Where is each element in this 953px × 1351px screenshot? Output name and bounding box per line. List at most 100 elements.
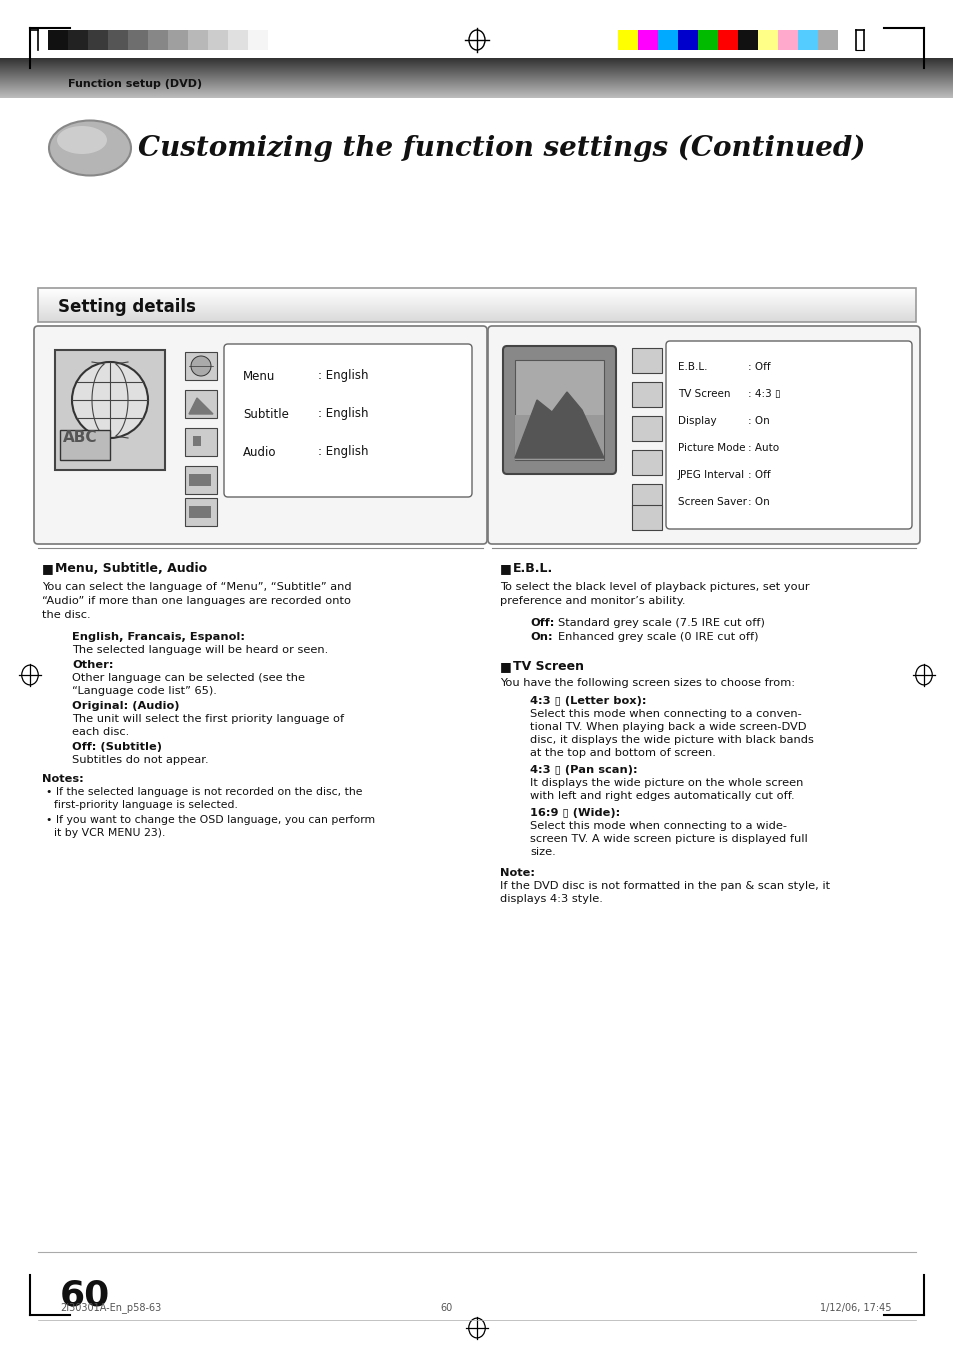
Text: Screen Saver: Screen Saver xyxy=(678,497,746,507)
Bar xyxy=(55,350,165,470)
Text: You can select the language of “Menu”, “Subtitle” and: You can select the language of “Menu”, “… xyxy=(42,582,352,592)
Bar xyxy=(185,499,216,526)
Bar xyxy=(48,30,68,50)
Bar xyxy=(718,30,738,50)
Bar xyxy=(778,30,797,50)
Text: ABC: ABC xyxy=(63,430,97,444)
Text: 4:3 ▯ (Letter box):: 4:3 ▯ (Letter box): xyxy=(530,696,646,707)
Bar xyxy=(189,507,211,517)
Text: : Off: : Off xyxy=(747,470,770,480)
Text: Subtitle: Subtitle xyxy=(243,408,289,420)
Text: Menu: Menu xyxy=(243,370,275,382)
Text: : English: : English xyxy=(317,370,368,382)
Text: with left and right edges automatically cut off.: with left and right edges automatically … xyxy=(530,790,794,801)
Bar xyxy=(38,288,915,322)
Bar xyxy=(148,30,168,50)
Text: 1/12/06, 17:45: 1/12/06, 17:45 xyxy=(820,1302,890,1313)
Bar xyxy=(631,349,661,373)
Polygon shape xyxy=(189,399,213,413)
Bar xyxy=(631,450,661,476)
Text: : English: : English xyxy=(317,408,368,420)
Text: screen TV. A wide screen picture is displayed full: screen TV. A wide screen picture is disp… xyxy=(530,834,807,844)
Text: E.B.L.: E.B.L. xyxy=(513,562,553,576)
Polygon shape xyxy=(515,392,603,458)
Ellipse shape xyxy=(49,120,131,176)
Bar xyxy=(631,484,661,509)
Text: it by VCR MENU 23).: it by VCR MENU 23). xyxy=(54,828,165,838)
Bar xyxy=(193,436,201,446)
Text: Select this mode when connecting to a conven-: Select this mode when connecting to a co… xyxy=(530,709,801,719)
Bar xyxy=(618,30,638,50)
Text: The unit will select the first priority language of: The unit will select the first priority … xyxy=(71,713,344,724)
Bar xyxy=(817,30,837,50)
Bar xyxy=(185,390,216,417)
Text: Off: (Subtitle): Off: (Subtitle) xyxy=(71,742,162,753)
Text: : On: : On xyxy=(747,497,769,507)
Text: at the top and bottom of screen.: at the top and bottom of screen. xyxy=(530,748,715,758)
Bar xyxy=(228,30,248,50)
Bar xyxy=(60,430,110,459)
Ellipse shape xyxy=(57,126,107,154)
Bar xyxy=(515,359,603,459)
Bar xyxy=(185,466,216,494)
Text: size.: size. xyxy=(530,847,556,857)
Text: 60: 60 xyxy=(439,1302,452,1313)
Text: ■: ■ xyxy=(42,562,53,576)
Text: Other language can be selected (see the: Other language can be selected (see the xyxy=(71,673,305,684)
Text: ■: ■ xyxy=(499,661,511,673)
Text: If the DVD disc is not formatted in the pan & scan style, it: If the DVD disc is not formatted in the … xyxy=(499,881,829,892)
Text: “Language code list” 65).: “Language code list” 65). xyxy=(71,686,216,696)
Text: 2I30301A-En_p58-63: 2I30301A-En_p58-63 xyxy=(60,1302,161,1313)
Text: Setting details: Setting details xyxy=(58,299,195,316)
Text: You have the following screen sizes to choose from:: You have the following screen sizes to c… xyxy=(499,678,794,688)
Text: Audio: Audio xyxy=(243,446,276,458)
Text: TV Screen: TV Screen xyxy=(678,389,730,399)
Text: : On: : On xyxy=(747,416,769,426)
Circle shape xyxy=(71,362,148,438)
Text: displays 4:3 style.: displays 4:3 style. xyxy=(499,894,602,904)
Bar xyxy=(631,505,661,530)
Bar xyxy=(698,30,718,50)
Bar xyxy=(208,30,228,50)
Bar xyxy=(797,30,817,50)
Bar xyxy=(678,30,698,50)
Bar xyxy=(631,382,661,407)
Text: the disc.: the disc. xyxy=(42,611,91,620)
Text: 60: 60 xyxy=(60,1278,111,1312)
Bar xyxy=(658,30,678,50)
Text: : Auto: : Auto xyxy=(747,443,779,453)
Text: : 4:3 ▯: : 4:3 ▯ xyxy=(747,389,780,399)
Text: 4:3 ▯ (Pan scan):: 4:3 ▯ (Pan scan): xyxy=(530,765,637,775)
Text: Other:: Other: xyxy=(71,661,113,670)
Bar xyxy=(631,416,661,440)
Circle shape xyxy=(191,357,211,376)
Text: ■: ■ xyxy=(499,562,511,576)
Text: Customizing the function settings (Continued): Customizing the function settings (Conti… xyxy=(138,134,864,162)
Bar xyxy=(758,30,778,50)
Text: Original: (Audio): Original: (Audio) xyxy=(71,701,179,711)
Text: Notes:: Notes: xyxy=(42,774,84,784)
Text: tional TV. When playing back a wide screen-DVD: tional TV. When playing back a wide scre… xyxy=(530,721,805,732)
Text: • If the selected language is not recorded on the disc, the: • If the selected language is not record… xyxy=(46,788,362,797)
Text: TV Screen: TV Screen xyxy=(513,661,583,673)
Bar xyxy=(168,30,188,50)
Text: Standard grey scale (7.5 IRE cut off): Standard grey scale (7.5 IRE cut off) xyxy=(558,617,764,628)
Text: The selected language will be heard or seen.: The selected language will be heard or s… xyxy=(71,644,328,655)
Bar xyxy=(185,428,216,457)
FancyBboxPatch shape xyxy=(34,326,486,544)
Text: • If you want to change the OSD language, you can perform: • If you want to change the OSD language… xyxy=(46,815,375,825)
Bar xyxy=(108,30,128,50)
Text: each disc.: each disc. xyxy=(71,727,129,738)
Text: On:: On: xyxy=(530,632,552,642)
Text: Picture Mode: Picture Mode xyxy=(678,443,744,453)
Text: “Audio” if more than one languages are recorded onto: “Audio” if more than one languages are r… xyxy=(42,596,351,607)
Text: Menu, Subtitle, Audio: Menu, Subtitle, Audio xyxy=(55,562,207,576)
Bar xyxy=(68,30,88,50)
FancyBboxPatch shape xyxy=(502,346,616,474)
Bar xyxy=(88,30,108,50)
Text: Display: Display xyxy=(678,416,716,426)
Text: disc, it displays the wide picture with black bands: disc, it displays the wide picture with … xyxy=(530,735,813,744)
Text: Enhanced grey scale (0 IRE cut off): Enhanced grey scale (0 IRE cut off) xyxy=(558,632,758,642)
Text: Off:: Off: xyxy=(530,617,554,628)
FancyBboxPatch shape xyxy=(224,345,472,497)
